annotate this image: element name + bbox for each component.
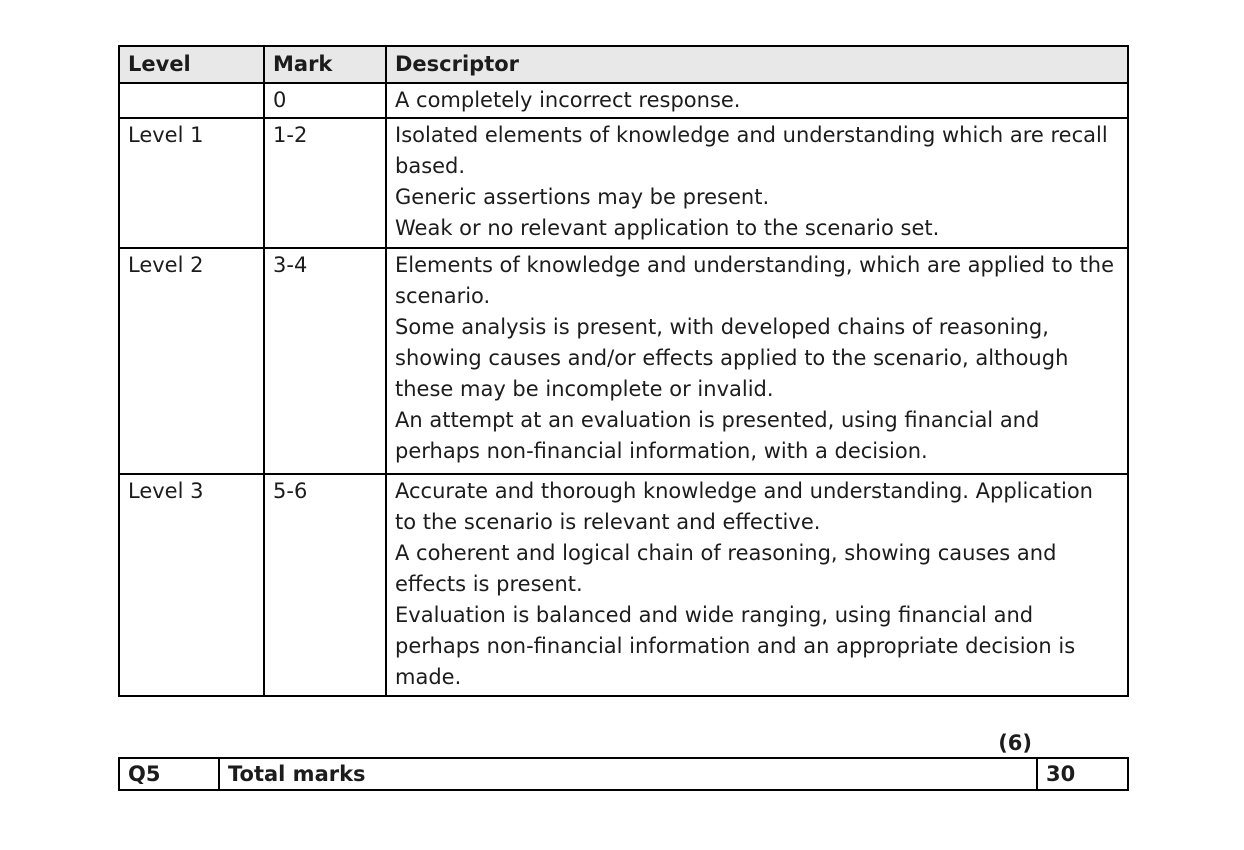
mark-cell: 1-2: [263, 117, 387, 249]
table-row: Level 3 5-6 Accurate and thorough knowle…: [118, 473, 1129, 697]
question-marks-note: (6): [998, 731, 1032, 755]
descriptor-paragraph: Weak or no relevant application to the s…: [395, 216, 940, 240]
header-cell-mark: Mark: [263, 45, 387, 84]
rubric-table: Level Mark Descriptor 0 A completely inc…: [118, 45, 1129, 697]
descriptor-paragraph: An attempt at an evaluation is presented…: [395, 408, 1040, 463]
total-marks-row: Q5 Total marks 30: [118, 757, 1129, 791]
descriptor-paragraph: Accurate and thorough knowledge and unde…: [395, 479, 1093, 534]
descriptor-cell: Accurate and thorough knowledge and unde…: [385, 473, 1129, 697]
level-cell: Level 1: [118, 117, 265, 249]
descriptor-paragraph: Evaluation is balanced and wide ranging,…: [395, 603, 1076, 689]
level-cell: Level 3: [118, 473, 265, 697]
total-marks-label-cell: Total marks: [218, 757, 1038, 791]
descriptor-paragraph: Isolated elements of knowledge and under…: [395, 123, 1108, 178]
descriptor-cell: A completely incorrect response.: [385, 82, 1129, 119]
descriptor-paragraph: Generic assertions may be present.: [395, 185, 770, 209]
total-marks-value-cell: 30: [1036, 757, 1129, 791]
question-number-cell: Q5: [118, 757, 220, 791]
header-cell-level: Level: [118, 45, 265, 84]
descriptor-cell: Isolated elements of knowledge and under…: [385, 117, 1129, 249]
mark-cell: 5-6: [263, 473, 387, 697]
level-cell: [118, 82, 265, 119]
descriptor-paragraph: Elements of knowledge and understanding,…: [395, 253, 1115, 308]
descriptor-cell: Elements of knowledge and understanding,…: [385, 247, 1129, 475]
table-row: Level 2 3-4 Elements of knowledge and un…: [118, 247, 1129, 475]
total-marks-table: Q5 Total marks 30: [118, 757, 1129, 791]
mark-cell: 0: [263, 82, 387, 119]
mark-cell: 3-4: [263, 247, 387, 475]
descriptor-paragraph: A coherent and logical chain of reasonin…: [395, 541, 1057, 596]
descriptor-paragraph: A completely incorrect response.: [395, 88, 741, 112]
mark-scheme-page: Level Mark Descriptor 0 A completely inc…: [118, 45, 1129, 791]
level-cell: Level 2: [118, 247, 265, 475]
rubric-header-row: Level Mark Descriptor: [118, 45, 1129, 84]
table-row: Level 1 1-2 Isolated elements of knowled…: [118, 117, 1129, 249]
descriptor-paragraph: Some analysis is present, with developed…: [395, 315, 1069, 401]
header-cell-descriptor: Descriptor: [385, 45, 1129, 84]
table-row: 0 A completely incorrect response.: [118, 82, 1129, 119]
